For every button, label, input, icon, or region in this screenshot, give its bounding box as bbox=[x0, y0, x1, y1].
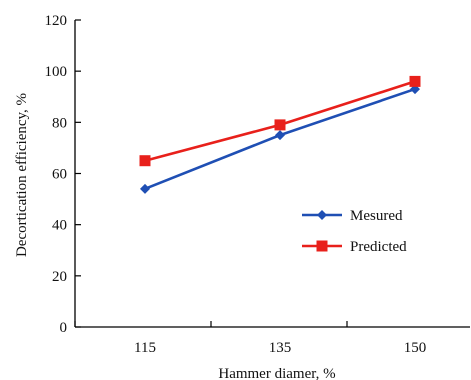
legend-label: Predicted bbox=[350, 239, 407, 255]
legend-item: Mesured bbox=[302, 208, 403, 224]
data-point bbox=[409, 75, 421, 87]
legend-item: Predicted bbox=[302, 239, 407, 255]
axes bbox=[74, 20, 470, 328]
y-axis-label: Decortication efficiency, % bbox=[14, 93, 30, 257]
data-point bbox=[140, 183, 150, 194]
y-ticks: 0 20 40 60 80 100 120 bbox=[45, 13, 81, 336]
series-group bbox=[139, 75, 421, 194]
data-point bbox=[139, 155, 151, 167]
y-tick-label: 20 bbox=[52, 269, 67, 285]
y-tick-label: 40 bbox=[52, 218, 67, 234]
y-tick-label: 100 bbox=[45, 64, 68, 80]
series-0 bbox=[140, 84, 420, 194]
y-tick-label: 120 bbox=[45, 13, 68, 29]
y-tick-label: 60 bbox=[52, 167, 67, 183]
y-tick-label: 80 bbox=[52, 115, 67, 131]
legend-marker bbox=[317, 210, 327, 220]
x-axis-label: Hammer diamer, % bbox=[218, 366, 335, 380]
x-tick-label: 135 bbox=[269, 340, 292, 356]
data-point bbox=[274, 119, 286, 131]
x-tick-label: 150 bbox=[404, 340, 427, 356]
legend-label: Mesured bbox=[350, 208, 403, 224]
data-point bbox=[275, 130, 285, 141]
x-tick-label: 115 bbox=[134, 340, 156, 356]
y-tick-label: 0 bbox=[60, 320, 68, 336]
legend-marker bbox=[316, 240, 328, 252]
series-1 bbox=[139, 75, 421, 167]
legend: Mesured Predicted bbox=[302, 208, 407, 255]
x-ticks: 115 135 150 bbox=[74, 321, 427, 356]
